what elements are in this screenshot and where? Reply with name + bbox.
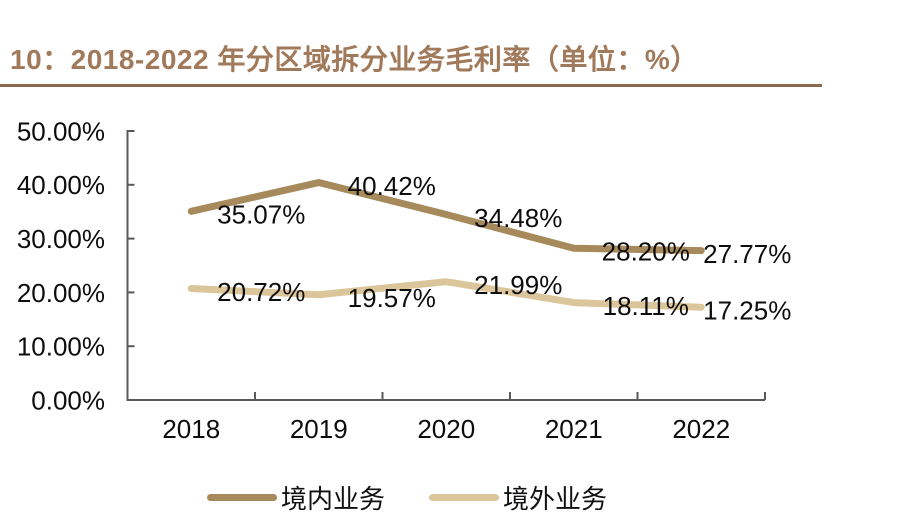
data-label: 27.77% [703,239,791,269]
legend-label: 境外业务 [503,484,608,514]
data-label: 21.99% [474,270,562,300]
series-line-domestic [187,179,705,255]
legend-swatch-domestic [207,494,277,501]
x-tick-label: 2020 [417,414,475,444]
data-label: 19.57% [348,283,436,313]
y-tick-label: 10.00% [17,332,105,362]
y-tick-label: 20.00% [17,278,105,308]
y-tick-label: 50.00% [17,116,105,146]
x-tick-label: 2018 [162,414,220,444]
data-label: 40.42% [348,171,436,201]
data-label: 20.72% [217,277,305,307]
x-tick-label: 2022 [672,414,730,444]
data-label: 18.11% [603,291,689,321]
legend-label: 境内业务 [281,484,386,514]
data-label: 34.48% [474,203,562,233]
data-label: 17.25% [703,296,791,326]
title-underline [0,84,822,87]
legend-item: 境内业务 [207,479,385,516]
data-label: 28.20% [602,237,690,267]
y-tick-label: 0.00% [31,385,105,415]
x-tick-label: 2019 [290,414,348,444]
x-tick-label: 2021 [545,414,603,444]
y-tick-label: 40.00% [17,170,105,200]
series-line-overseas [187,278,705,311]
data-label: 35.07% [217,200,305,230]
y-tick-label: 30.00% [17,224,105,254]
chart-legend: 境内业务 境外业务 [207,479,651,516]
legend-swatch-overseas [429,494,500,501]
legend-item: 境外业务 [429,479,607,516]
figure-title: 10：2018-2022 年分区域拆分业务毛利率（单位：%） [10,44,699,75]
